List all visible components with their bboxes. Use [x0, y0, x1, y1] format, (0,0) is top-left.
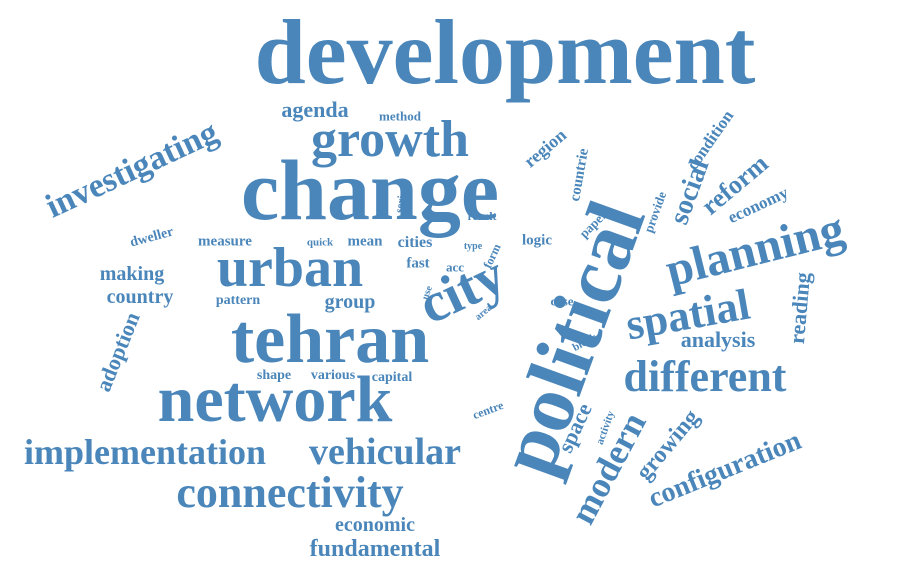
word: mean [347, 233, 383, 250]
word: reading [783, 271, 816, 345]
word: country [106, 286, 174, 308]
word: region [519, 124, 571, 172]
word: vehicular [309, 431, 461, 473]
word: shape [256, 368, 292, 383]
word: network [157, 363, 393, 436]
word: fundamental [309, 536, 441, 562]
word: change [241, 142, 499, 238]
word: agenda [281, 97, 349, 122]
word: making [99, 263, 165, 285]
word: result [467, 209, 497, 223]
word: investigating [40, 113, 224, 226]
word: quick [306, 236, 334, 249]
word: method [379, 108, 421, 124]
word: case [550, 293, 574, 309]
word: growth [311, 111, 469, 168]
word: pattern [215, 293, 261, 308]
word: logic [522, 232, 552, 249]
word: cities [397, 234, 433, 251]
word: urban [216, 237, 364, 299]
word: economic [335, 514, 415, 536]
word: dweller [128, 224, 176, 251]
word: acc [445, 259, 465, 275]
word: fast [406, 255, 430, 272]
word: capital [371, 370, 413, 385]
word: measure [198, 233, 252, 250]
word: different [623, 352, 787, 401]
word: various [310, 368, 356, 383]
word: implementation [24, 432, 266, 472]
word: adoption [90, 308, 145, 396]
word: tehran [230, 301, 430, 378]
word: development [254, 1, 756, 103]
word: type [463, 241, 483, 252]
word: group [324, 291, 376, 313]
word: analysis [680, 327, 756, 352]
word: connectivity [176, 468, 404, 517]
